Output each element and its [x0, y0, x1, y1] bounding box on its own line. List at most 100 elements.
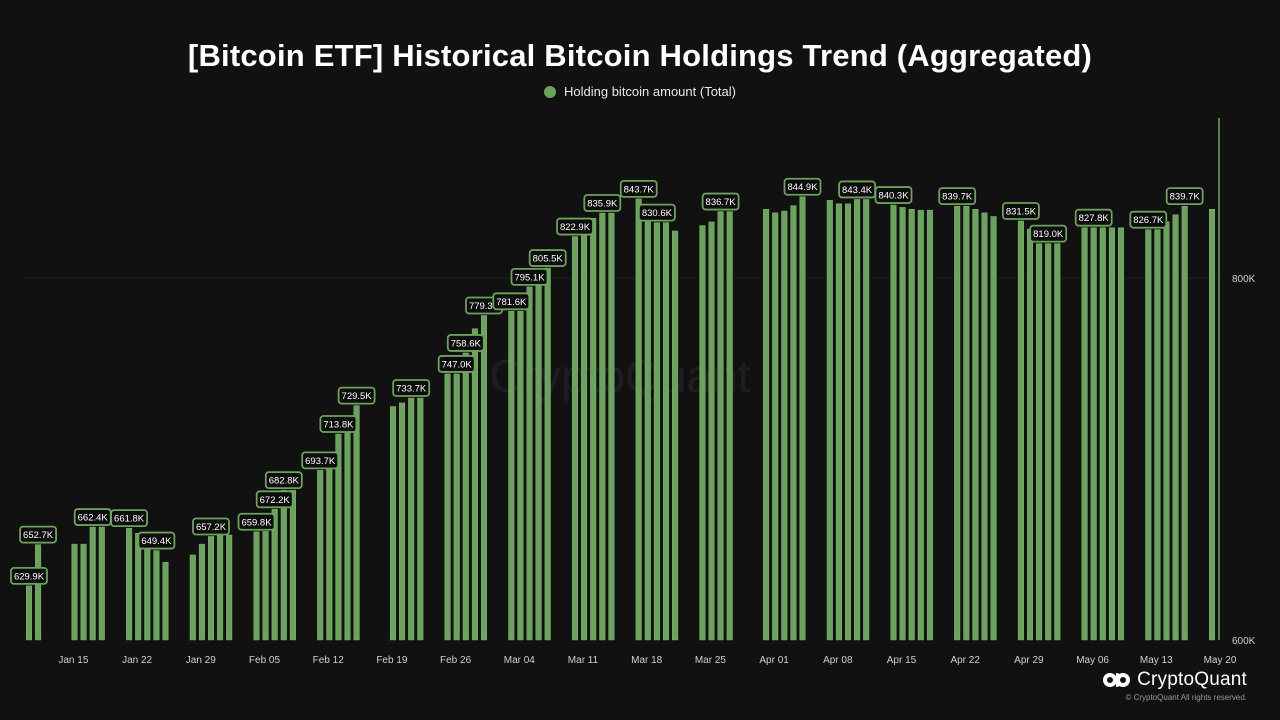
bar — [253, 531, 260, 641]
bar — [408, 397, 415, 641]
bar — [71, 543, 78, 641]
bar — [280, 489, 287, 641]
data-label: 629.9K — [14, 571, 45, 582]
x-tick-label: Feb 19 — [376, 655, 408, 666]
data-label: 805.5K — [533, 254, 564, 265]
bar — [144, 543, 151, 641]
bar — [863, 199, 870, 641]
bar — [1117, 227, 1124, 641]
x-tick-label: Apr 01 — [759, 655, 789, 666]
bar — [981, 212, 988, 641]
bar — [726, 211, 733, 641]
x-tick-label: Mar 25 — [695, 655, 727, 666]
chart-title: [Bitcoin ETF] Historical Bitcoin Holding… — [187, 38, 1093, 73]
bar — [198, 543, 205, 641]
data-label: 827.8K — [1079, 213, 1110, 224]
bar — [1099, 227, 1106, 641]
data-label-box — [583, 194, 622, 212]
bar — [26, 585, 33, 641]
bar — [890, 204, 897, 641]
bar — [535, 281, 542, 641]
data-label: 657.2K — [196, 522, 227, 533]
bar — [835, 203, 842, 641]
x-tick-label: Apr 15 — [887, 655, 917, 666]
bar — [899, 207, 906, 641]
bar — [1172, 214, 1179, 641]
bar — [826, 199, 833, 641]
x-tick-label: Feb 26 — [440, 655, 472, 666]
bar — [799, 196, 806, 641]
bar — [1045, 243, 1052, 641]
bar — [89, 526, 96, 641]
data-label-box — [110, 509, 148, 528]
bar — [1036, 243, 1043, 641]
bar — [717, 211, 724, 641]
data-label: 747.0K — [442, 359, 473, 370]
data-label-box — [638, 203, 676, 222]
data-label: 659.8K — [241, 517, 272, 528]
data-label: 835.9K — [587, 199, 618, 210]
bar — [189, 554, 196, 641]
bar — [908, 209, 915, 641]
data-label: 672.2K — [260, 495, 291, 506]
bar — [1154, 229, 1161, 641]
data-label: 713.8K — [323, 420, 354, 431]
bar — [845, 203, 852, 641]
bar — [1026, 228, 1033, 641]
data-label: 682.8K — [269, 476, 300, 487]
bar — [517, 311, 524, 641]
bar — [635, 198, 642, 641]
bar — [972, 209, 979, 641]
legend-label: Holding bitcoin amount (Total) — [564, 84, 736, 99]
data-label-box — [19, 525, 58, 544]
bar — [289, 489, 296, 641]
bar — [781, 210, 788, 641]
bar — [790, 205, 797, 641]
bar — [1090, 227, 1097, 641]
data-label-box — [1165, 187, 1204, 206]
bar — [217, 534, 224, 641]
data-label-box — [319, 415, 358, 433]
data-label-box — [446, 334, 485, 352]
data-label: 831.5K — [1006, 206, 1037, 217]
data-label: 781.6K — [496, 297, 527, 308]
x-tick-label: May 13 — [1140, 655, 1173, 666]
data-label: 839.7K — [1170, 192, 1201, 203]
bar — [207, 536, 214, 641]
data-label-box — [437, 355, 476, 373]
data-label-box — [938, 187, 977, 206]
bar — [1181, 205, 1188, 641]
data-label: 836.7K — [706, 197, 737, 208]
x-tick-label: Apr 29 — [1014, 655, 1044, 666]
bar — [508, 311, 515, 641]
bar — [344, 426, 351, 641]
bar — [1081, 227, 1088, 641]
data-label: 662.4K — [78, 513, 109, 524]
x-tick-label: Jan 15 — [58, 655, 88, 666]
data-label-box — [874, 186, 913, 204]
chart-legend[interactable]: Holding bitcoin amount (Total) — [0, 84, 1280, 99]
bar — [699, 225, 706, 641]
data-label-box — [255, 490, 294, 509]
bar — [1054, 243, 1061, 641]
data-label: 840.3K — [878, 191, 909, 202]
bar — [326, 458, 333, 641]
bar — [572, 236, 579, 641]
x-tick-label: May 06 — [1076, 655, 1109, 666]
x-tick-label: Mar 18 — [631, 655, 663, 666]
bar — [954, 205, 961, 641]
data-label-box — [301, 451, 340, 470]
bar — [317, 470, 324, 641]
data-label-box — [192, 517, 230, 536]
bar — [1017, 220, 1024, 641]
y-tick-label: 600K — [1232, 636, 1256, 647]
bar — [481, 315, 488, 641]
bar — [444, 373, 451, 641]
bar — [708, 221, 715, 641]
bar — [1145, 229, 1152, 641]
brand-block: CryptoQuant © CryptoQuant All rights res… — [1101, 669, 1247, 702]
bar — [544, 267, 551, 641]
data-label: 795.1K — [514, 272, 545, 283]
data-label-box — [137, 531, 176, 550]
data-label: 844.9K — [787, 182, 818, 193]
